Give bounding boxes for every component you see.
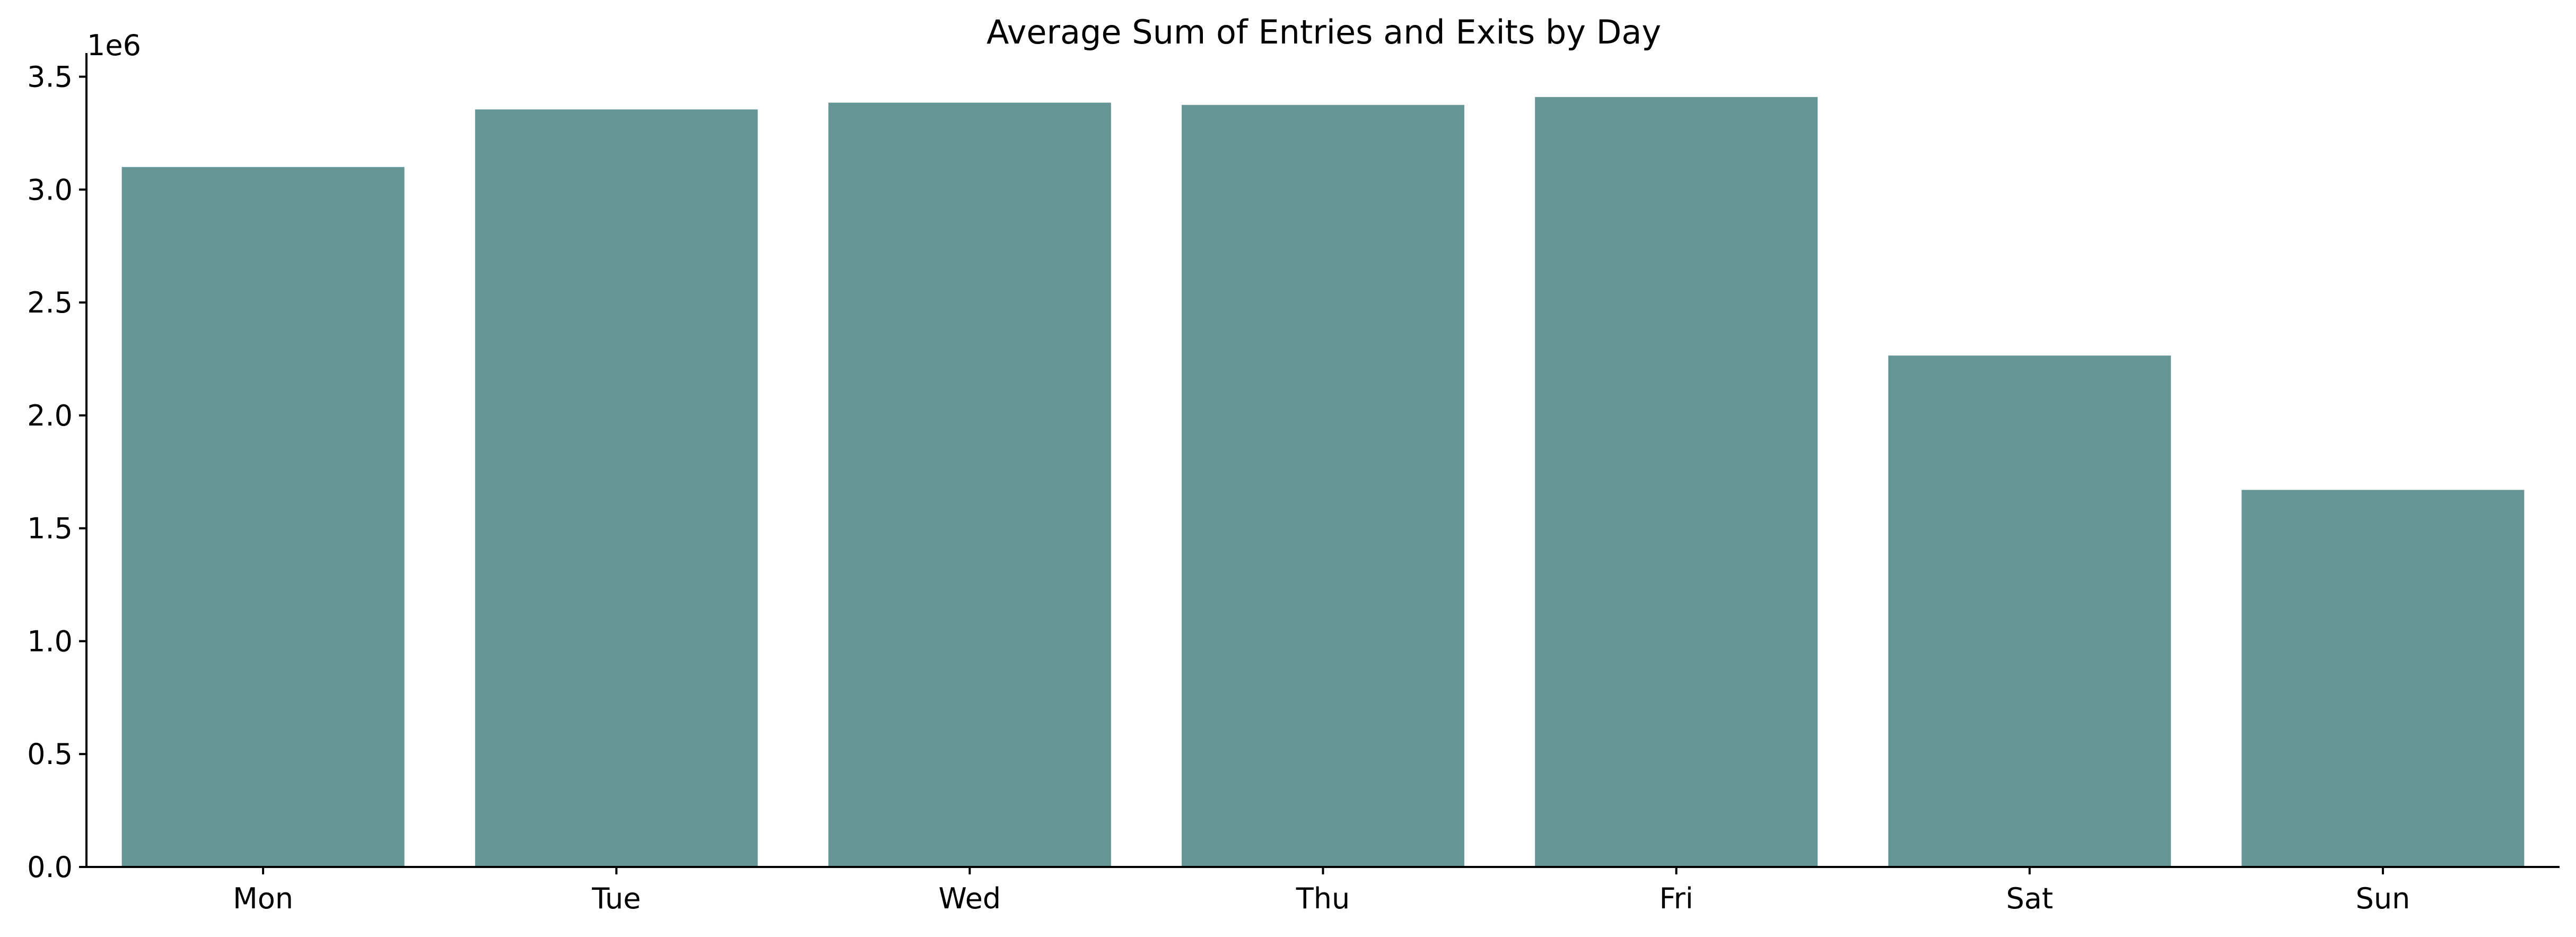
y-tick-label: 2.5 (27, 286, 73, 319)
y-tick-label: 1.5 (27, 512, 73, 545)
bar-wed (828, 102, 1111, 867)
x-tick-label: Sat (2006, 882, 2054, 915)
chart-title: Average Sum of Entries and Exits by Day (986, 13, 1661, 51)
y-tick-label: 3.5 (27, 60, 73, 94)
bar-mon (121, 167, 405, 867)
x-tick-label: Sun (2356, 882, 2411, 915)
bar-sun (2241, 490, 2525, 867)
x-tick-label: Fri (1659, 882, 1693, 915)
x-tick-label: Tue (591, 882, 641, 915)
bar-fri (1535, 97, 1818, 867)
x-tick-label: Mon (233, 882, 293, 915)
y-axis-ticks: 0.0 0.5 1.0 1.5 2.0 2.5 3.0 3.5 (27, 60, 86, 884)
y-tick-label: 1.0 (27, 624, 73, 658)
y-tick-label: 0.0 (27, 851, 73, 884)
bar-thu (1182, 105, 1464, 867)
bar-sat (1888, 355, 2171, 867)
x-tick-label: Thu (1296, 882, 1350, 915)
y-axis-offset-label: 1e6 (87, 29, 141, 62)
y-tick-label: 3.0 (27, 173, 73, 206)
y-tick-label: 2.0 (27, 399, 73, 432)
y-tick-label: 0.5 (27, 738, 73, 771)
bar-tue (475, 109, 758, 867)
x-axis-ticks: Mon Tue Wed Thu Fri Sat Sun (233, 867, 2410, 915)
bars (121, 97, 2525, 867)
x-tick-label: Wed (938, 882, 1001, 915)
